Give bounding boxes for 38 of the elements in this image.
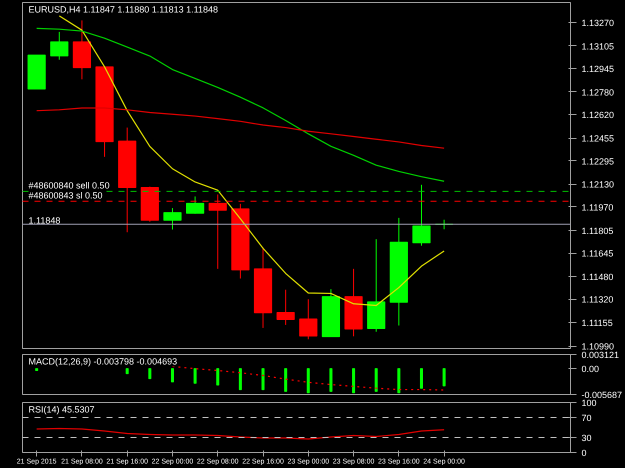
y-tick-label: 1.12455 [582, 134, 614, 144]
y-tick-label: 1.12620 [582, 110, 614, 120]
y-tick-label: 0.003121 [582, 350, 620, 360]
candlestick [276, 289, 295, 326]
y-tick-label: 0.00 [582, 364, 600, 374]
candlestick [299, 298, 318, 340]
chart-title: MACD(12,26,9) -0.003798 -0.004693 [28, 356, 178, 366]
y-tick-label: 1.10990 [582, 342, 614, 352]
y-tick-label: 1.12295 [582, 156, 614, 166]
y-tick-label: 1.13105 [582, 41, 614, 52]
y-tick-label: 0 [582, 448, 587, 458]
y-tick-label: 1.12130 [582, 180, 614, 190]
chart-title: EURUSD,H4 1.11847 1.11880 1.11813 1.11848 [28, 4, 218, 14]
y-tick-label: 1.11970 [582, 202, 614, 212]
y-tick-label: 1.11480 [582, 272, 614, 282]
y-tick-label: 1.11155 [582, 318, 613, 328]
chart-title: RSI(14) 45.5307 [28, 404, 95, 414]
candlestick [163, 208, 182, 230]
ref-line-label: #48600840 sell 0.50 [28, 180, 110, 190]
y-tick-label: 1.12780 [582, 87, 614, 98]
y-tick-label: -0.005687 [582, 390, 622, 400]
y-tick-label: 100 [582, 398, 597, 408]
line-series [36, 28, 445, 182]
line-series [36, 428, 445, 440]
candlestick [412, 184, 431, 246]
y-tick-label: 1.12945 [582, 64, 614, 74]
y-tick-label: 1.13270 [582, 18, 614, 28]
candlestick [186, 196, 204, 214]
line-series [172, 366, 445, 391]
y-tick-label: 1.11805 [582, 226, 614, 236]
line-series [36, 107, 445, 149]
y-tick-label: 1.11320 [582, 294, 614, 305]
candlestick [50, 31, 68, 60]
y-tick-label: 70 [582, 413, 592, 423]
y-tick-label: 30 [582, 433, 592, 443]
ref-line-label: #48600843 sl 0.50 [28, 190, 103, 200]
y-tick-label: 1.11645 [582, 248, 614, 259]
ref-line-label: 1.11848 [28, 215, 60, 226]
